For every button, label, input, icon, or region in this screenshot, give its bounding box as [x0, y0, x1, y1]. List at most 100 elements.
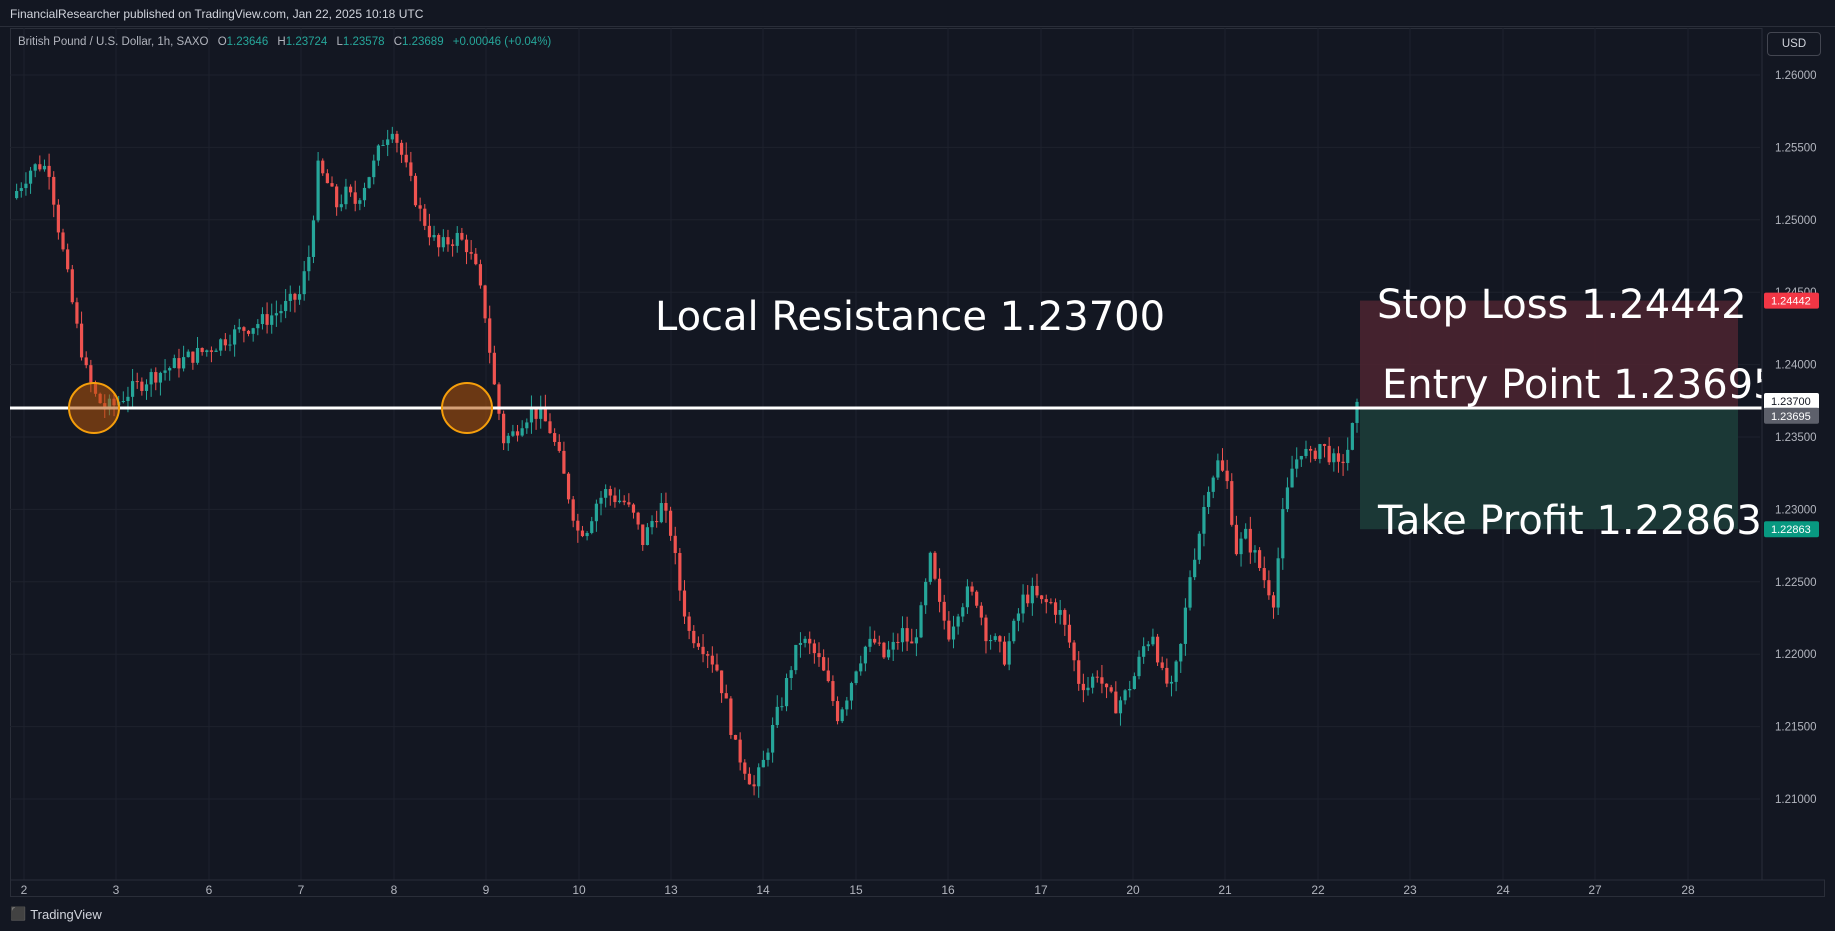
candle-body [826, 670, 830, 682]
chart-annotation: Take Profit 1.22863 [1377, 498, 1762, 544]
candle-body [200, 347, 204, 353]
candle-body [1309, 448, 1313, 451]
candle-body [1258, 550, 1262, 569]
time-tick-label: 21 [1218, 883, 1232, 897]
candle-body [738, 739, 742, 763]
candle-body [678, 553, 682, 591]
candle-body [873, 638, 877, 643]
currency-button[interactable]: USD [1767, 32, 1821, 56]
candle-body [1169, 681, 1174, 684]
candle-body [571, 499, 575, 521]
candle-body [492, 352, 496, 385]
candle-body [715, 664, 719, 671]
price-tick-label: 1.22500 [1775, 577, 1817, 589]
candle-body [455, 232, 459, 246]
candle-body [423, 208, 427, 226]
price-tick-label: 1.23500 [1775, 432, 1817, 444]
candle-body [367, 177, 371, 188]
candle-body [270, 315, 274, 325]
candle-body [1007, 641, 1011, 665]
candle-body [344, 186, 348, 205]
candle-body [279, 311, 283, 314]
candle-body [891, 641, 895, 650]
candle-body [1142, 646, 1146, 657]
candle-body [594, 503, 598, 522]
candle-body [534, 407, 538, 419]
candle-body [822, 657, 826, 671]
candle-body [641, 524, 645, 546]
candle-body [975, 591, 979, 606]
candle-body [794, 644, 798, 671]
candle-body [580, 530, 585, 537]
candle-body [840, 709, 844, 722]
candle-body [302, 271, 306, 295]
candle-body [1295, 459, 1299, 469]
candle-body [900, 628, 905, 643]
footer [0, 898, 1835, 931]
candle-body [427, 225, 432, 238]
candle-body [223, 339, 227, 346]
candle-body [140, 381, 144, 391]
candle-body [515, 431, 520, 436]
candle-body [79, 323, 84, 358]
candle-body [149, 372, 153, 385]
price-axis: 1.260001.255001.250001.245001.240001.235… [1761, 28, 1825, 880]
candle-body [562, 450, 566, 474]
candle-body [321, 160, 325, 174]
candle-body [1155, 636, 1160, 663]
candle-body [293, 293, 297, 300]
candle-body [1281, 509, 1285, 559]
candle-body [1058, 610, 1062, 615]
open-label: O [217, 36, 227, 48]
candle-body [395, 133, 399, 143]
candle-body [808, 638, 812, 644]
candle-body [1118, 700, 1123, 714]
candle-body [362, 187, 367, 201]
candle-body [390, 133, 394, 140]
candle-body [849, 683, 854, 701]
candle-body [1271, 595, 1276, 608]
candle-body [1002, 641, 1007, 665]
candle-body [668, 510, 673, 536]
candle-body [854, 671, 858, 684]
candle-body [1021, 594, 1025, 614]
candle-body [1160, 662, 1164, 668]
time-tick-label: 8 [391, 883, 398, 897]
candle-body [784, 677, 789, 707]
candle-body [845, 700, 849, 710]
price-tag-label: 1.22863 [1771, 524, 1811, 536]
candle-body [1332, 453, 1336, 463]
candle-body [1313, 450, 1317, 459]
candle-body [28, 170, 33, 184]
candle-body [682, 590, 687, 617]
price-tick-label: 1.23000 [1775, 504, 1817, 516]
candle-body [335, 186, 339, 208]
tradingview-logo[interactable]: ⬛ TradingView [10, 906, 102, 922]
candle-body [1081, 683, 1085, 691]
candle-body [1091, 676, 1095, 688]
candle-body [961, 607, 965, 617]
candle-body [358, 200, 362, 204]
candle-body [1239, 538, 1243, 555]
low-value: 1.23578 [342, 36, 385, 48]
candle-body [882, 642, 886, 658]
chart-annotation: Stop Loss 1.24442 [1377, 282, 1747, 328]
candle-body [1355, 401, 1359, 423]
candle-body [757, 767, 761, 787]
candle-body [409, 162, 413, 176]
candle-body [1206, 491, 1211, 507]
candle-body [525, 422, 529, 429]
candle-body [803, 638, 807, 643]
candle-body [566, 473, 571, 500]
candle-body [1197, 533, 1201, 560]
time-tick-label: 6 [206, 883, 213, 897]
candle-body [664, 503, 668, 511]
candle-body [339, 204, 343, 208]
candles [15, 126, 1359, 798]
candle-body [613, 495, 617, 503]
candle-body [158, 372, 163, 383]
candle-body [488, 318, 492, 353]
candle-body [297, 294, 302, 300]
candle-body [1049, 602, 1053, 604]
